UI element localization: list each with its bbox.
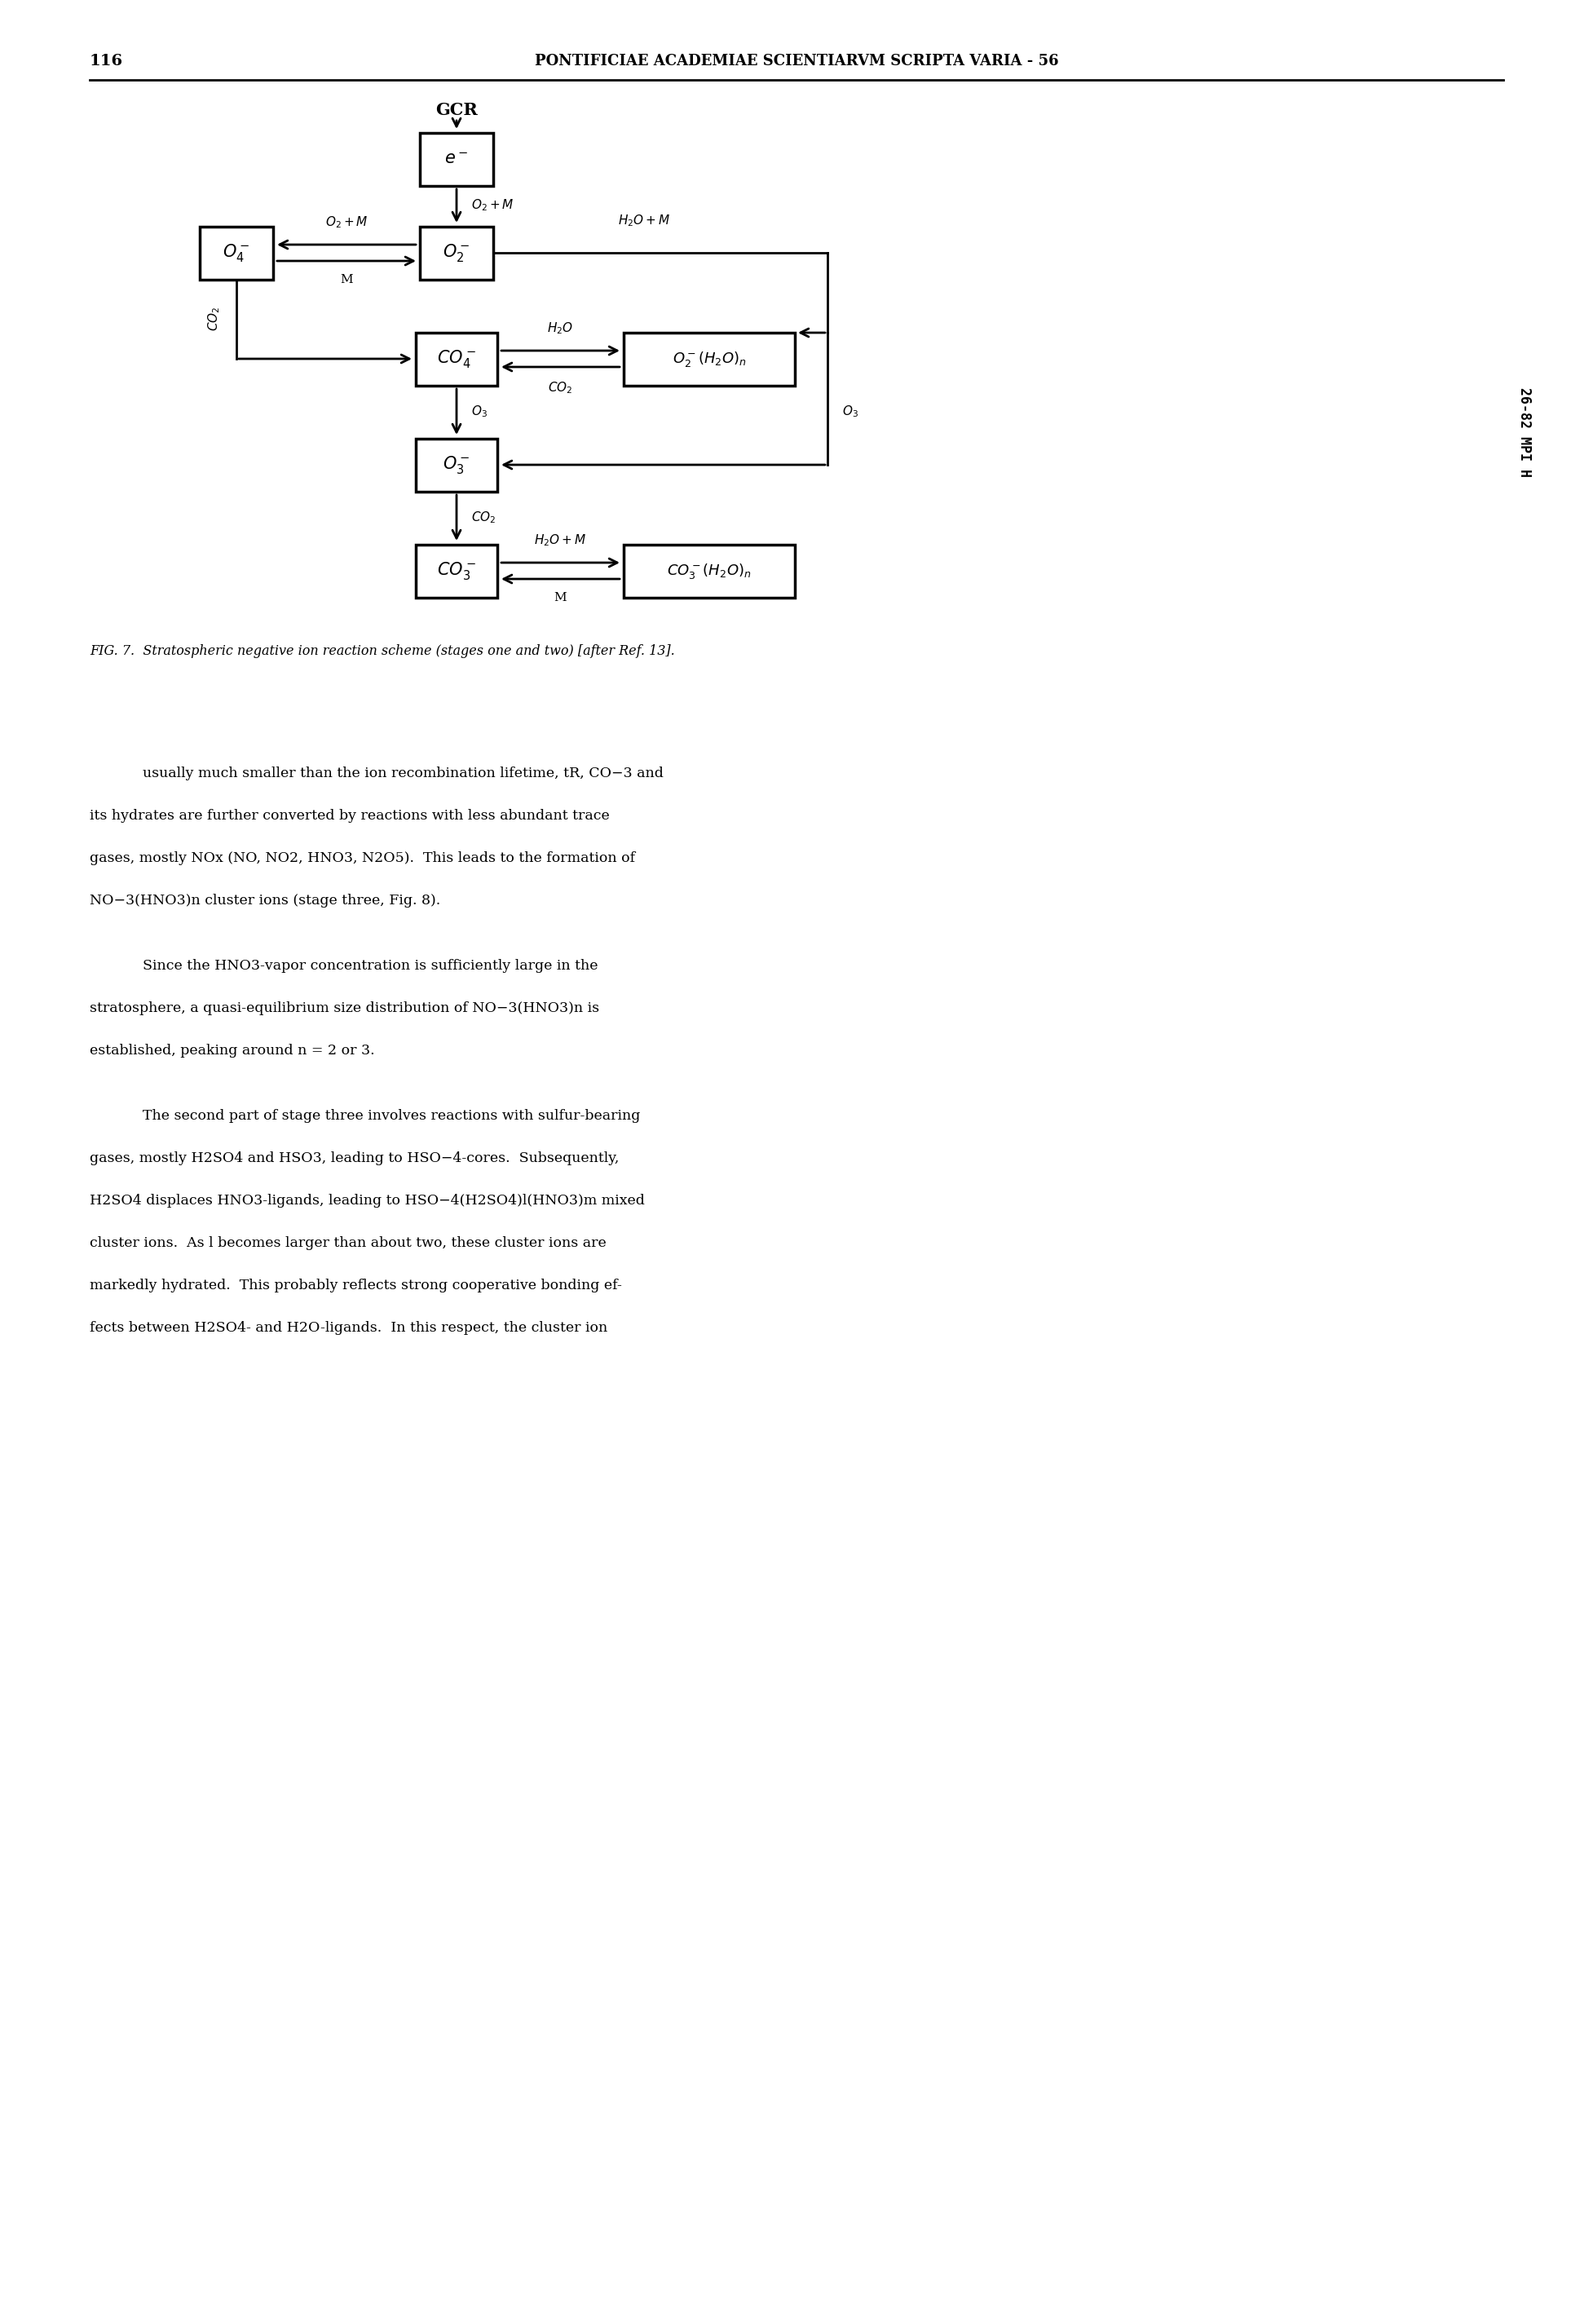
Text: FIG. 7.  Stratospheric negative ion reaction scheme (stages one and two) [after : FIG. 7. Stratospheric negative ion react… <box>89 644 675 658</box>
FancyBboxPatch shape <box>624 544 795 597</box>
Text: $CO_2$: $CO_2$ <box>548 381 572 395</box>
Text: $O_2+M$: $O_2+M$ <box>325 214 368 230</box>
Text: $H_2O+M$: $H_2O+M$ <box>534 532 586 548</box>
Text: The second part of stage three involves reactions with sulfur-bearing: The second part of stage three involves … <box>143 1109 640 1122</box>
Text: established, peaking around n = 2 or 3.: established, peaking around n = 2 or 3. <box>89 1043 374 1057</box>
FancyBboxPatch shape <box>421 225 494 279</box>
Text: cluster ions.  As l becomes larger than about two, these cluster ions are: cluster ions. As l becomes larger than a… <box>89 1236 607 1250</box>
Text: $CO_4^-$: $CO_4^-$ <box>436 349 476 370</box>
FancyBboxPatch shape <box>624 332 795 386</box>
Text: NO−3(HNO3)n cluster ions (stage three, Fig. 8).: NO−3(HNO3)n cluster ions (stage three, F… <box>89 895 440 909</box>
Text: M: M <box>341 274 354 286</box>
Text: $CO_2$: $CO_2$ <box>472 511 495 525</box>
FancyBboxPatch shape <box>199 225 272 279</box>
Text: $O_2^-$: $O_2^-$ <box>443 242 470 263</box>
Text: its hydrates are further converted by reactions with less abundant trace: its hydrates are further converted by re… <box>89 809 610 823</box>
Text: H2SO4 displaces HNO3-ligands, leading to HSO−4(H2SO4)l(HNO3)m mixed: H2SO4 displaces HNO3-ligands, leading to… <box>89 1195 645 1208</box>
Text: $CO_2$: $CO_2$ <box>207 307 221 332</box>
Text: $O_3$: $O_3$ <box>843 404 859 418</box>
Text: $e^-$: $e^-$ <box>444 151 468 167</box>
Text: $CO_3^-(H_2O)_n$: $CO_3^-(H_2O)_n$ <box>667 562 752 581</box>
Text: 116: 116 <box>89 53 123 67</box>
FancyBboxPatch shape <box>416 332 497 386</box>
Text: GCR: GCR <box>435 102 478 119</box>
Text: markedly hydrated.  This probably reflects strong cooperative bonding ef-: markedly hydrated. This probably reflect… <box>89 1278 621 1292</box>
Text: $O_3^-$: $O_3^-$ <box>443 453 470 476</box>
FancyBboxPatch shape <box>421 132 494 186</box>
Text: 26-82 MPI H: 26-82 MPI H <box>1517 388 1532 476</box>
FancyBboxPatch shape <box>416 439 497 490</box>
Text: $O_2^-(H_2O)_n$: $O_2^-(H_2O)_n$ <box>672 349 747 367</box>
Text: $CO_3^-$: $CO_3^-$ <box>436 560 476 581</box>
FancyBboxPatch shape <box>416 544 497 597</box>
Text: gases, mostly NOx (NO, NO2, HNO3, N2O5).  This leads to the formation of: gases, mostly NOx (NO, NO2, HNO3, N2O5).… <box>89 851 636 865</box>
Text: $O_4^-$: $O_4^-$ <box>223 242 250 263</box>
Text: $H_2O$: $H_2O$ <box>546 321 573 337</box>
Text: Since the HNO3-vapor concentration is sufficiently large in the: Since the HNO3-vapor concentration is su… <box>143 960 597 974</box>
Text: PONTIFICIAE ACADEMIAE SCIENTIARVM SCRIPTA VARIA - 56: PONTIFICIAE ACADEMIAE SCIENTIARVM SCRIPT… <box>535 53 1058 67</box>
Text: M: M <box>554 593 567 604</box>
Text: gases, mostly H2SO4 and HSO3, leading to HSO−4-cores.  Subsequently,: gases, mostly H2SO4 and HSO3, leading to… <box>89 1150 620 1164</box>
Text: usually much smaller than the ion recombination lifetime, tR, CO−3 and: usually much smaller than the ion recomb… <box>143 767 664 781</box>
Text: $O_3$: $O_3$ <box>472 404 487 418</box>
Text: stratosphere, a quasi-equilibrium size distribution of NO−3(HNO3)n is: stratosphere, a quasi-equilibrium size d… <box>89 1002 599 1016</box>
Text: $H_2O + M$: $H_2O + M$ <box>618 214 671 228</box>
Text: fects between H2SO4- and H2O-ligands.  In this respect, the cluster ion: fects between H2SO4- and H2O-ligands. In… <box>89 1320 607 1334</box>
Text: $O_2+M$: $O_2+M$ <box>472 198 515 214</box>
